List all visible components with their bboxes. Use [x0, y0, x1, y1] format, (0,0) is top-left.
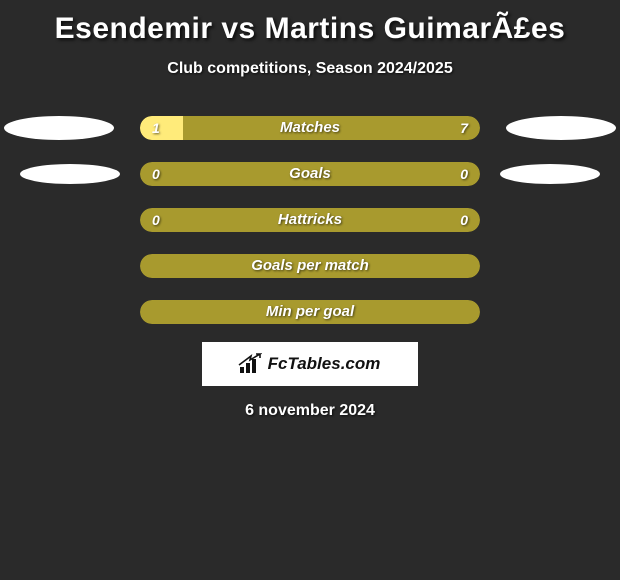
stat-row: Min per goal — [0, 300, 620, 324]
stat-value-right: 7 — [460, 116, 468, 140]
stat-value-right: 0 — [460, 208, 468, 232]
stat-label: Goals per match — [140, 254, 480, 278]
deco-ellipse-right — [500, 164, 600, 184]
page-subtitle: Club competitions, Season 2024/2025 — [0, 60, 620, 78]
stat-label: Min per goal — [140, 300, 480, 324]
stat-rows: Matches17Goals00Hattricks00Goals per mat… — [0, 116, 620, 324]
stat-row: Hattricks0 0 — [0, 208, 620, 232]
stat-value-right: 0 — [460, 162, 468, 186]
stat-value-left: 0 — [152, 162, 160, 186]
page-title: Esendemir vs Martins GuimarÃ£es — [0, 0, 620, 46]
stat-bar: Goals0 0 — [140, 162, 480, 186]
date-generated: 6 november 2024 — [0, 402, 620, 420]
stat-bar: Matches1 7 — [140, 116, 480, 140]
stat-label: Matches — [140, 116, 480, 140]
stat-row: Goals0 0 — [0, 162, 620, 186]
deco-ellipse-right — [506, 116, 616, 140]
stat-bar: Hattricks0 0 — [140, 208, 480, 232]
stat-row: Matches1 7 — [0, 116, 620, 140]
stat-row: Goals per match — [0, 254, 620, 278]
stat-value-left: 1 — [152, 116, 160, 140]
stat-bar: Min per goal — [140, 300, 480, 324]
stat-value-left: 0 — [152, 208, 160, 232]
stat-label: Hattricks — [140, 208, 480, 232]
comparison-card: Esendemir vs Martins GuimarÃ£es Club com… — [0, 0, 620, 580]
deco-ellipse-left — [20, 164, 120, 184]
deco-ellipse-left — [4, 116, 114, 140]
chart-growth-icon — [240, 355, 262, 373]
stat-label: Goals — [140, 162, 480, 186]
stat-bar: Goals per match — [140, 254, 480, 278]
site-logo: FcTables.com — [202, 342, 418, 386]
logo-text: FcTables.com — [268, 354, 381, 374]
